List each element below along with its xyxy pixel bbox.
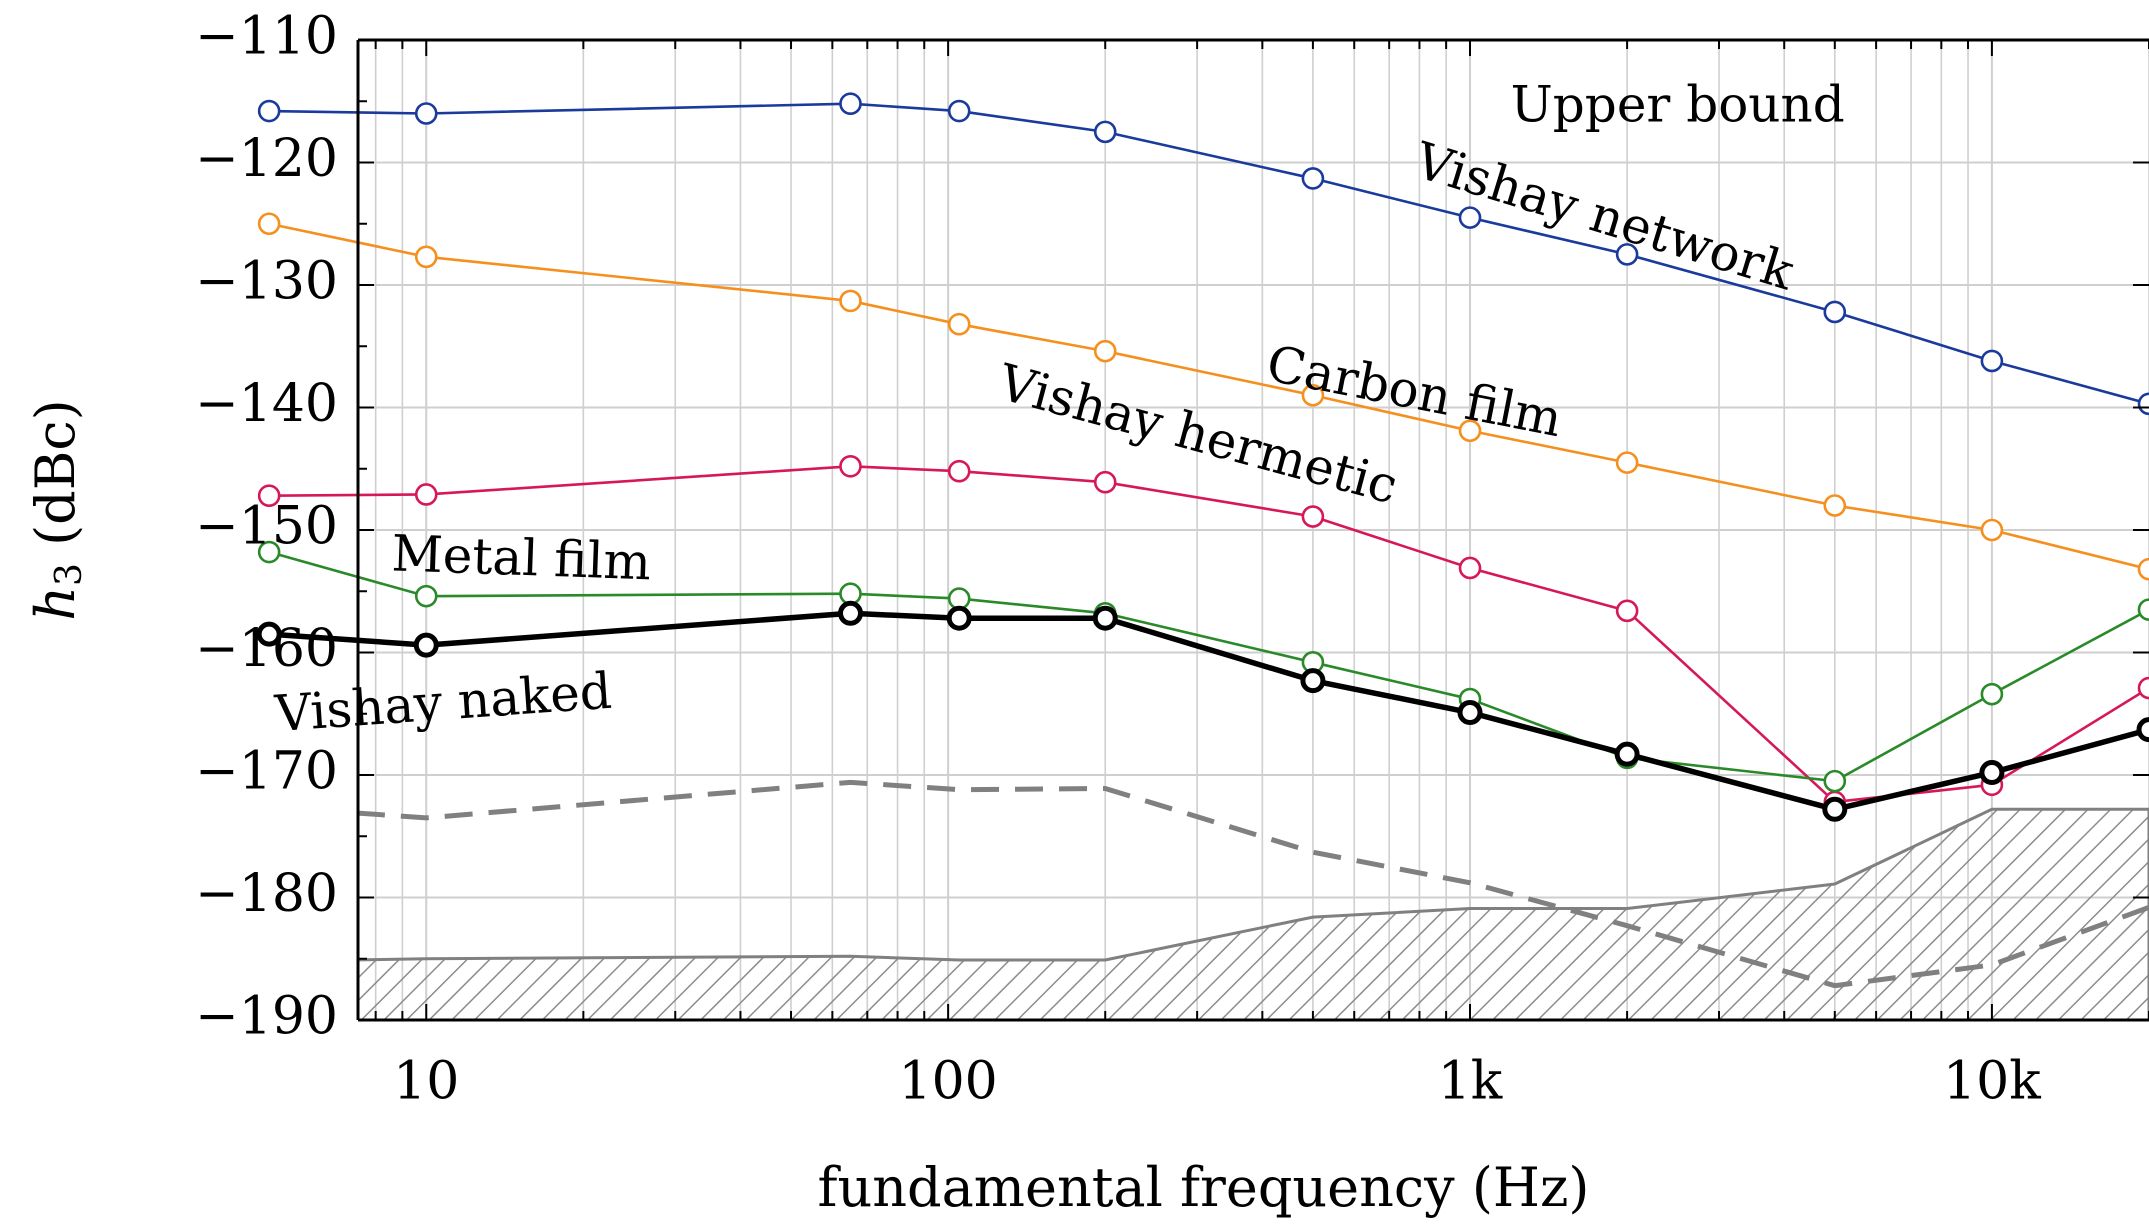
data-point bbox=[1823, 769, 1847, 793]
data-point bbox=[947, 587, 971, 610]
series-line bbox=[269, 102, 2149, 406]
dashed-reference-line bbox=[358, 779, 2149, 989]
data-point bbox=[839, 92, 862, 115]
series-label: Metal film bbox=[391, 524, 652, 591]
data-point bbox=[257, 484, 281, 508]
data-point bbox=[1301, 505, 1325, 528]
data-point bbox=[2137, 676, 2149, 700]
data-point bbox=[1458, 419, 1482, 443]
y-tick-label: −180 bbox=[195, 864, 338, 924]
data-point bbox=[1823, 494, 1847, 517]
data-point bbox=[947, 312, 971, 336]
data-point bbox=[839, 454, 862, 478]
data-point bbox=[2137, 557, 2149, 581]
data-point bbox=[1980, 518, 2004, 542]
series-carbon-film bbox=[257, 212, 2149, 581]
data-point bbox=[1300, 668, 1326, 694]
x-tick-label: 100 bbox=[898, 1052, 997, 1112]
data-point bbox=[1615, 243, 1639, 266]
data-point bbox=[413, 632, 439, 658]
y-tick-label: −130 bbox=[195, 252, 338, 312]
data-point bbox=[837, 600, 863, 626]
data-point bbox=[2136, 717, 2149, 743]
hatched-floor-region bbox=[358, 807, 2149, 1020]
data-point bbox=[414, 245, 438, 269]
data-point bbox=[1980, 682, 2004, 706]
data-point bbox=[256, 621, 282, 647]
data-point bbox=[1092, 605, 1118, 631]
data-point bbox=[257, 540, 281, 564]
data-point bbox=[257, 212, 281, 236]
series-line bbox=[268, 222, 2149, 571]
y-axis-title: h3 (dBc) bbox=[24, 399, 90, 620]
series-label: Carbon film bbox=[1262, 334, 1567, 448]
data-point bbox=[1979, 760, 2005, 786]
y-tick-label: −150 bbox=[195, 497, 338, 557]
x-tick-label: 10 bbox=[393, 1052, 459, 1112]
x-tick-label: 10k bbox=[1943, 1052, 2041, 1112]
data-point bbox=[1457, 700, 1483, 726]
y-tick-label: −120 bbox=[195, 129, 338, 189]
data-point bbox=[946, 605, 972, 631]
data-point bbox=[1823, 300, 1847, 324]
data-point bbox=[1615, 451, 1639, 474]
y-tick-label: −140 bbox=[195, 374, 338, 434]
data-point bbox=[947, 99, 971, 123]
data-point bbox=[414, 584, 438, 608]
data-point bbox=[839, 289, 862, 313]
data-point bbox=[1614, 741, 1640, 767]
y-tick-label: −160 bbox=[195, 619, 338, 679]
data-point bbox=[414, 102, 438, 125]
y-tick-label: −110 bbox=[195, 7, 338, 67]
data-point bbox=[1458, 206, 1482, 229]
data-point bbox=[947, 459, 971, 483]
data-point bbox=[1458, 556, 1482, 580]
x-axis-title: fundamental frequency (Hz) bbox=[817, 1156, 1589, 1219]
data-point bbox=[1301, 167, 1325, 190]
data-point bbox=[1822, 796, 1848, 822]
series-vishay-network bbox=[257, 92, 2149, 416]
y-tick-label: −190 bbox=[195, 987, 338, 1047]
x-tick-label: 1k bbox=[1438, 1052, 1503, 1112]
data-point bbox=[839, 582, 862, 606]
data-point bbox=[257, 99, 281, 123]
data-point bbox=[1093, 120, 1117, 144]
data-point bbox=[2137, 392, 2149, 416]
series-vishay-naked bbox=[256, 600, 2149, 822]
data-point bbox=[1301, 383, 1325, 407]
data-point bbox=[1093, 339, 1117, 363]
data-point bbox=[1093, 470, 1117, 494]
data-point bbox=[414, 483, 438, 506]
data-point bbox=[2137, 598, 2149, 621]
data-point bbox=[1980, 349, 2004, 373]
data-point bbox=[1615, 599, 1639, 623]
y-tick-label: −170 bbox=[195, 742, 338, 802]
series-label: Upper bound bbox=[1511, 76, 1845, 134]
